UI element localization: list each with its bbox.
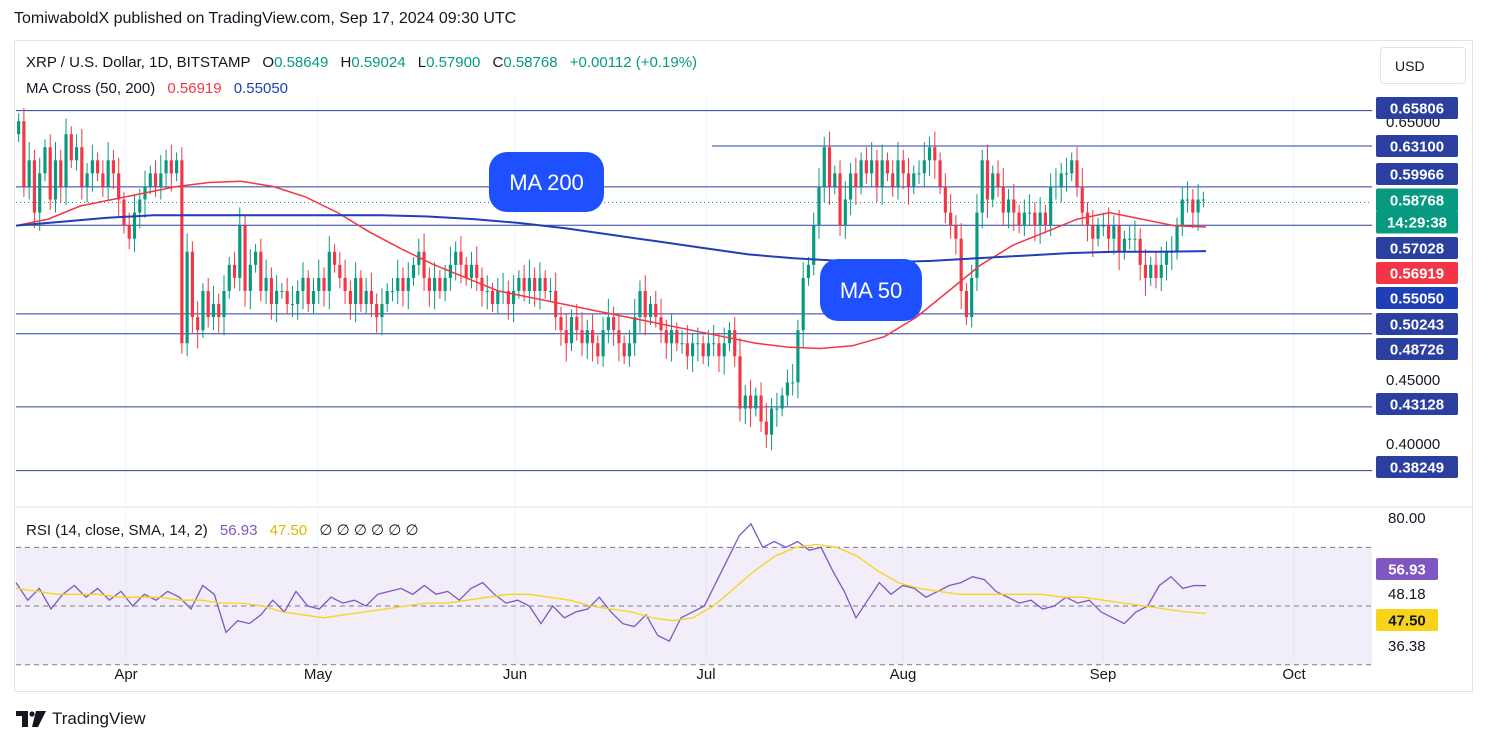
ma-legend: MA Cross (50, 200) 0.56919 0.55050 [26, 80, 288, 97]
low-label: L [417, 54, 427, 71]
ma-cross-label[interactable]: MA Cross (50, 200) [26, 80, 156, 97]
ma200-value: 0.55050 [233, 80, 289, 97]
high-label: H [340, 54, 352, 71]
change-value: +0.00112 (+0.19%) [569, 54, 698, 71]
symbol-label[interactable]: XRP / U.S. Dollar, 1D, BITSTAMP [26, 54, 251, 71]
publisher-header: TomiwaboldX published on TradingView.com… [14, 10, 517, 27]
rsi-label[interactable]: RSI (14, close, SMA, 14, 2) [26, 522, 208, 539]
rsi-extra-values: ∅ ∅ ∅ ∅ ∅ ∅ [319, 522, 419, 539]
rsi-sma-value: 47.50 [269, 522, 308, 539]
ma50-value: 0.56919 [167, 80, 222, 97]
open-value: 0.58649 [274, 54, 329, 71]
close-label: C [492, 54, 504, 71]
low-value: 0.57900 [426, 54, 481, 71]
currency-button[interactable]: USD [1380, 47, 1466, 84]
open-label: O [262, 54, 275, 71]
rsi-legend: RSI (14, close, SMA, 14, 2) 56.93 47.50 … [26, 521, 419, 539]
tradingview-logo-icon [16, 711, 46, 727]
high-value: 0.59024 [351, 54, 406, 71]
chart-frame[interactable] [14, 40, 1473, 692]
rsi-value: 56.93 [219, 522, 258, 539]
brand-name: TradingView [52, 709, 146, 728]
tradingview-footer[interactable]: TradingView [16, 709, 146, 729]
close-value: 0.58768 [503, 54, 558, 71]
price-legend: XRP / U.S. Dollar, 1D, BITSTAMP O0.58649… [26, 54, 697, 71]
